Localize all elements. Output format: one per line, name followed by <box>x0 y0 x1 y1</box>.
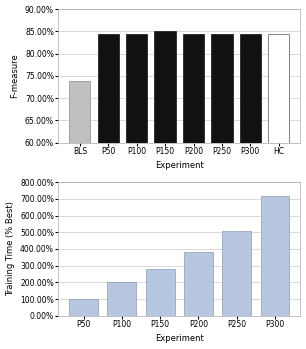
Bar <box>98 34 119 349</box>
Bar <box>268 34 289 349</box>
X-axis label: Experiment: Experiment <box>155 334 204 343</box>
Bar <box>222 231 251 316</box>
Bar <box>240 34 261 349</box>
Y-axis label: Training Time (% Best): Training Time (% Best) <box>6 201 15 296</box>
Bar <box>126 34 147 349</box>
Bar <box>184 252 213 316</box>
X-axis label: Experiment: Experiment <box>155 161 204 170</box>
Bar <box>107 282 136 316</box>
Bar <box>183 34 204 349</box>
Bar <box>69 81 91 349</box>
Bar <box>146 269 174 316</box>
Bar <box>211 34 233 349</box>
Y-axis label: F-measure: F-measure <box>10 53 19 98</box>
Bar <box>261 195 289 316</box>
Bar <box>69 299 98 316</box>
Bar <box>155 31 176 349</box>
